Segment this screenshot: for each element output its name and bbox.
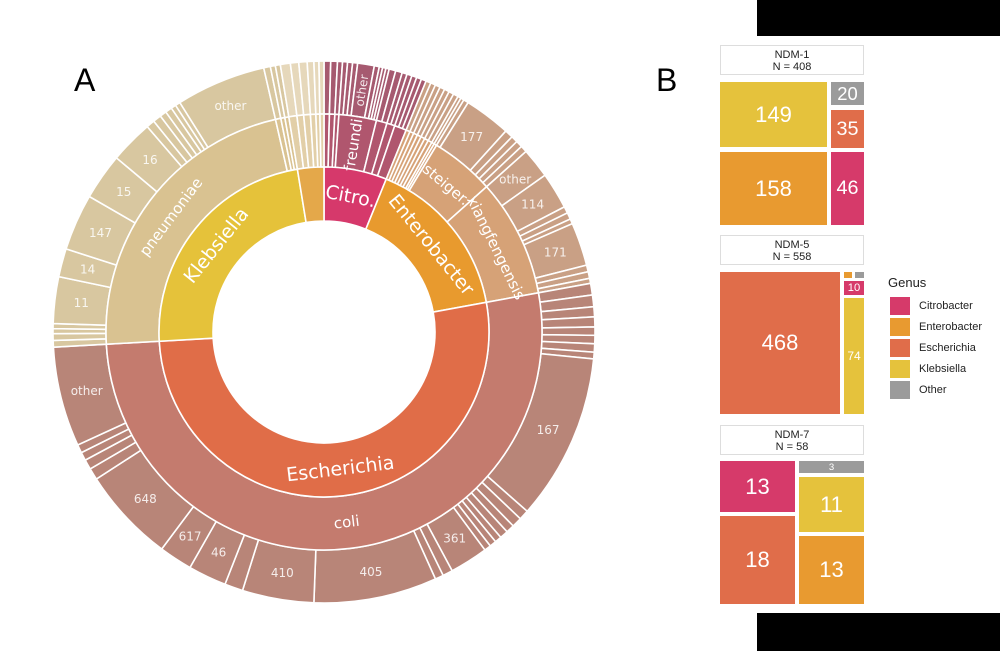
segment-label: 361 [443,532,466,546]
segment-label: 114 [521,198,544,212]
panel-n-label: N = 558 [772,251,812,263]
legend-label: Other [919,384,947,396]
segment-label: 16 [142,153,157,167]
treemap-tile-escherichia: 35 [831,110,864,148]
tile-value: 3 [828,461,835,473]
tile-value: 158 [755,175,792,201]
legend-label: Escherichia [919,342,976,354]
species-segment [319,113,325,168]
segment-label: 617 [179,530,202,544]
legend-item: Other [890,381,947,399]
segment-label: 648 [134,492,157,506]
segment-label: 11 [74,296,89,310]
segment-label: 405 [359,565,382,579]
treemap-panel-header: NDM-1 N = 408 [720,45,864,75]
treemap-tile-enterobacter [844,272,852,278]
segment-label: 171 [544,246,567,260]
panel-label-b: B [656,62,678,98]
genus-segment-escherichia [158,301,490,498]
segment-label: 15 [116,185,131,199]
legend-label: Klebsiella [919,363,967,375]
legend-label: Citrobacter [919,300,973,312]
treemap-tile-other [855,272,864,278]
segment-label: other [499,173,531,187]
legend-title: Genus [888,275,927,290]
redaction-bar-top [757,0,1000,36]
panel-title: NDM-1 [774,49,810,61]
tile-value: 13 [819,557,844,582]
segment-label: other [353,74,372,108]
st-segment [318,60,325,115]
panel-label-a: A [74,62,96,98]
segment-label: other [71,384,103,398]
legend-item: Escherichia [890,339,976,357]
segment-label: other [214,99,246,113]
treemap-tile-escherichia: 468 [720,272,840,414]
tile-value: 468 [761,330,799,355]
segment-label: 147 [89,226,112,240]
legend-swatch [890,339,910,357]
tile-value: 74 [847,349,861,363]
legend-swatch [890,381,910,399]
legend-label: Enterobacter [919,321,982,333]
legend-swatch [890,297,910,315]
treemap-tile-klebsiella: 74 [844,298,864,414]
segment-label: 167 [537,423,560,437]
legend-swatch [890,360,910,378]
redaction-bar-bottom [757,613,1000,651]
tile-value: 11 [820,491,843,517]
treemap-tile-klebsiella: 149 [720,82,827,147]
tile-value: 46 [836,177,859,199]
tile-value: 35 [836,117,859,140]
treemap-tile-citrobacter: 13 [720,461,795,512]
segment-label: 46 [211,546,226,560]
tile-value: 10 [847,282,861,294]
panel-n-label: N = 408 [772,61,812,73]
segment-label: 14 [80,262,95,276]
treemap-panel-header: NDM-5 N = 558 [720,235,864,265]
treemap-tile-citrobacter: 10 [844,281,864,295]
treemap-panel-header: NDM-7 N = 58 [720,425,864,455]
panel-title: NDM-5 [774,239,810,251]
treemap-tile-enterobacter: 158 [720,152,827,225]
treemap-tile-enterobacter: 13 [799,536,864,604]
tile-value: 149 [755,101,792,127]
treemap-tile-other: 3 [799,461,864,473]
segment-label: 410 [271,566,294,580]
treemap-tile-other: 20 [831,82,864,105]
treemap-tile-citrobacter: 46 [831,152,864,225]
legend-item: Citrobacter [890,297,973,315]
segment-label: coli [333,512,361,533]
panel-n-label: N = 58 [775,441,809,453]
treemap-tile-klebsiella: 11 [799,477,864,532]
treemap-tile-escherichia: 18 [720,516,795,604]
legend-item: Enterobacter [890,318,982,336]
segment-label: 177 [460,130,483,144]
legend-item: Klebsiella [890,360,966,378]
tile-value: 13 [745,473,770,499]
tile-value: 20 [837,82,858,104]
panel-title: NDM-7 [774,429,810,441]
genus-segment-other [296,166,325,224]
legend-swatch [890,318,910,336]
tile-value: 18 [745,547,770,572]
